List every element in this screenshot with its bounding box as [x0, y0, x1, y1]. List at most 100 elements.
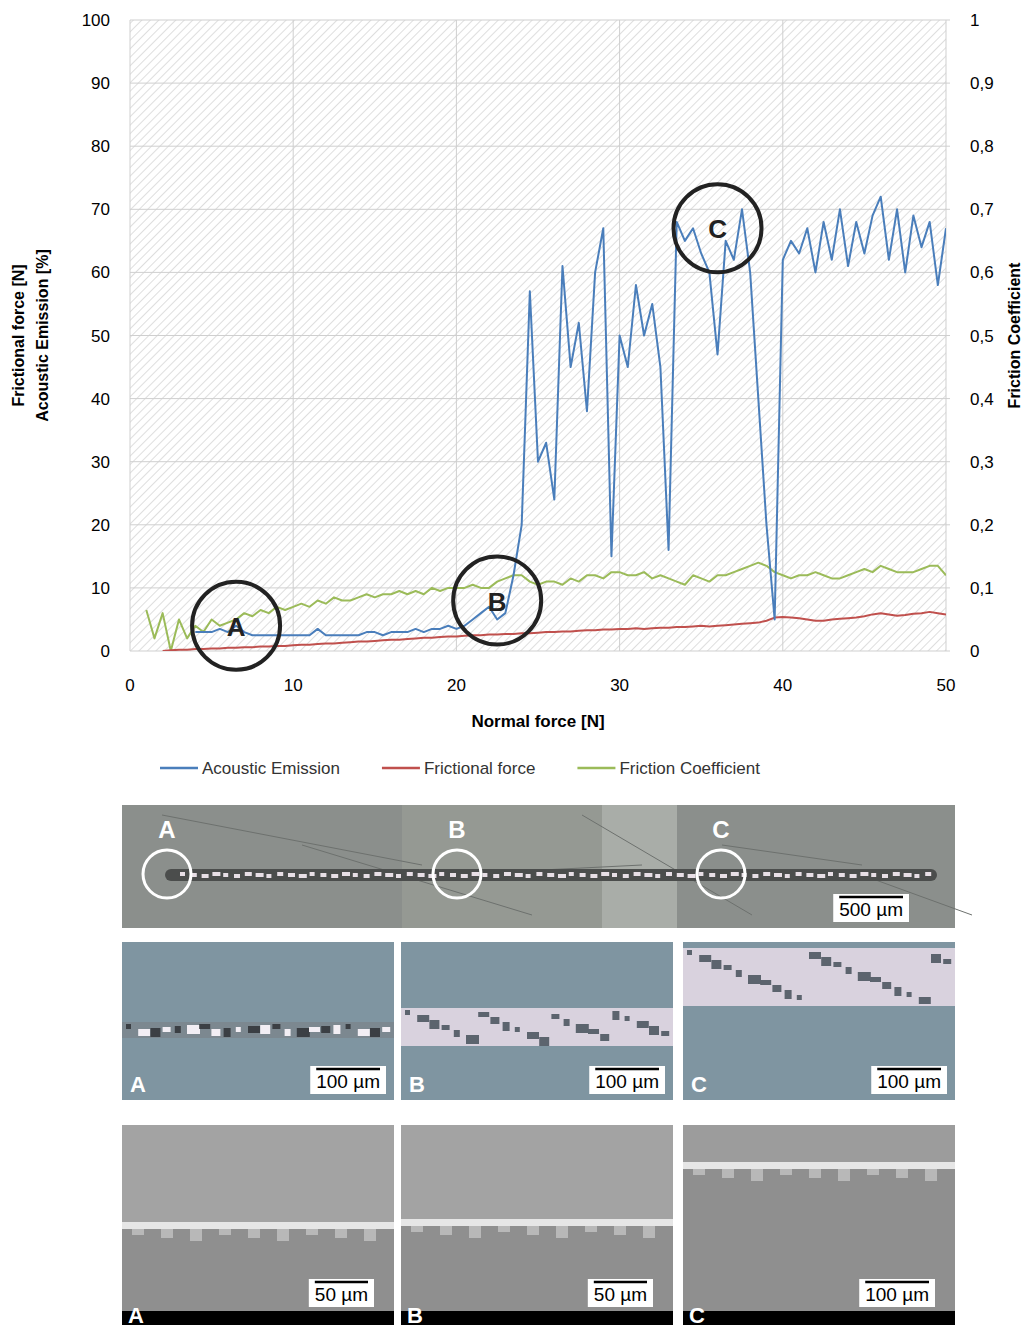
optical-debris [199, 1024, 210, 1029]
optical-track [401, 1008, 673, 1046]
optical-debris [150, 1028, 160, 1037]
scale-bar-label: 100 µm [877, 1071, 941, 1092]
scale-bar-bg [871, 1066, 947, 1094]
optical-debris [699, 955, 711, 962]
optical-debris [163, 1027, 171, 1032]
scale-bar-label: 100 µm [865, 1284, 929, 1305]
sem-chip [780, 1169, 792, 1175]
y-tick-label: 70 [91, 200, 110, 219]
track-debris [763, 872, 770, 876]
track-debris [828, 872, 833, 876]
overview-marker [433, 850, 481, 898]
track-debris [266, 874, 271, 878]
x-tick-label: 20 [447, 676, 466, 695]
y-tick-label: 30 [91, 453, 110, 472]
optical-debris [760, 980, 771, 985]
sem-track [683, 1125, 955, 1165]
sem-chip [527, 1226, 539, 1235]
optical-debris [772, 985, 781, 992]
optical-debris [321, 1026, 330, 1033]
sem-chip [248, 1229, 260, 1238]
annotation-circle [192, 582, 280, 670]
optical-debris [175, 1026, 181, 1033]
y2-tick-label: 0,8 [970, 137, 994, 156]
overview-marker-label: B [448, 816, 465, 843]
y2-tick-label: 0,7 [970, 200, 994, 219]
overview-marker [697, 850, 745, 898]
grid-line-x [456, 20, 457, 651]
y2-tick [946, 272, 950, 273]
track-debris [299, 874, 307, 878]
track-debris [580, 873, 586, 877]
optical-debris [370, 1028, 380, 1037]
track-debris [752, 874, 758, 878]
track-debris [482, 873, 487, 877]
panel-label: A [128, 1303, 144, 1328]
track-debris [590, 874, 597, 878]
track-debris [904, 873, 912, 877]
optical-debris [236, 1027, 241, 1032]
optical-debris [588, 1029, 599, 1034]
track-debris [882, 874, 888, 878]
track-debris [212, 872, 220, 876]
y-axis-title: Frictional force [N] [10, 264, 27, 406]
grid-line-y [130, 272, 946, 273]
optical-debris [285, 1029, 291, 1036]
track-debris [256, 873, 264, 877]
track-debris [925, 872, 931, 876]
sem-chip [896, 1169, 908, 1178]
optical-debris [625, 1016, 630, 1021]
track-debris [504, 872, 511, 876]
panel-label: B [407, 1303, 423, 1328]
optical-debris [882, 982, 891, 989]
optical-debris [527, 1032, 539, 1039]
optical-debris [224, 1028, 231, 1037]
x-tick-label: 30 [610, 676, 629, 695]
y2-tick [946, 524, 950, 525]
sem-chip [925, 1169, 937, 1181]
y-tick-label: 100 [82, 11, 110, 30]
y-tick-label: 90 [91, 74, 110, 93]
sem-chip [219, 1229, 231, 1235]
scale-bar-line [595, 1068, 659, 1071]
panel-label: A [130, 1072, 146, 1097]
legend-swatch [382, 767, 420, 770]
track-debris [569, 872, 574, 876]
scale-bar-line [839, 896, 903, 899]
grid-line-x [130, 20, 131, 651]
y2-tick-label: 0 [970, 642, 979, 661]
sem-chip [161, 1229, 173, 1238]
track-debris [688, 874, 696, 878]
optical-debris [272, 1024, 280, 1029]
sem-chip [469, 1226, 481, 1238]
optical-debris [490, 1017, 499, 1024]
track-debris [288, 873, 295, 877]
optical-debris [649, 1026, 659, 1035]
scale-bar-bg [589, 1066, 665, 1094]
optical-debris [858, 972, 871, 981]
optical-bg [401, 942, 673, 1100]
optical-debris [478, 1012, 489, 1017]
y2-tick-label: 0,2 [970, 516, 994, 535]
legend-label: Friction Coefficient [619, 759, 760, 778]
optical-debris [612, 1011, 619, 1020]
sem-chip [277, 1229, 289, 1241]
optical-debris [382, 1027, 390, 1032]
sem-chip [867, 1169, 879, 1175]
plot-area [130, 20, 946, 651]
scratch-line [582, 815, 752, 915]
track-debris [310, 872, 315, 876]
panel-label: C [691, 1072, 707, 1097]
annotation-circle [453, 557, 541, 645]
optical-debris [846, 967, 852, 974]
optical-debris [358, 1029, 370, 1036]
sem-chip [722, 1169, 734, 1178]
optical-debris [515, 1027, 520, 1032]
optical-micrograph: B100 µm [401, 942, 673, 1100]
y2-tick [946, 146, 950, 147]
y2-tick-label: 0,3 [970, 453, 994, 472]
sem-chip [751, 1169, 763, 1181]
scale-bar-label: 50 µm [594, 1284, 647, 1305]
optical-debris [297, 1028, 310, 1037]
track-debris [774, 873, 782, 877]
